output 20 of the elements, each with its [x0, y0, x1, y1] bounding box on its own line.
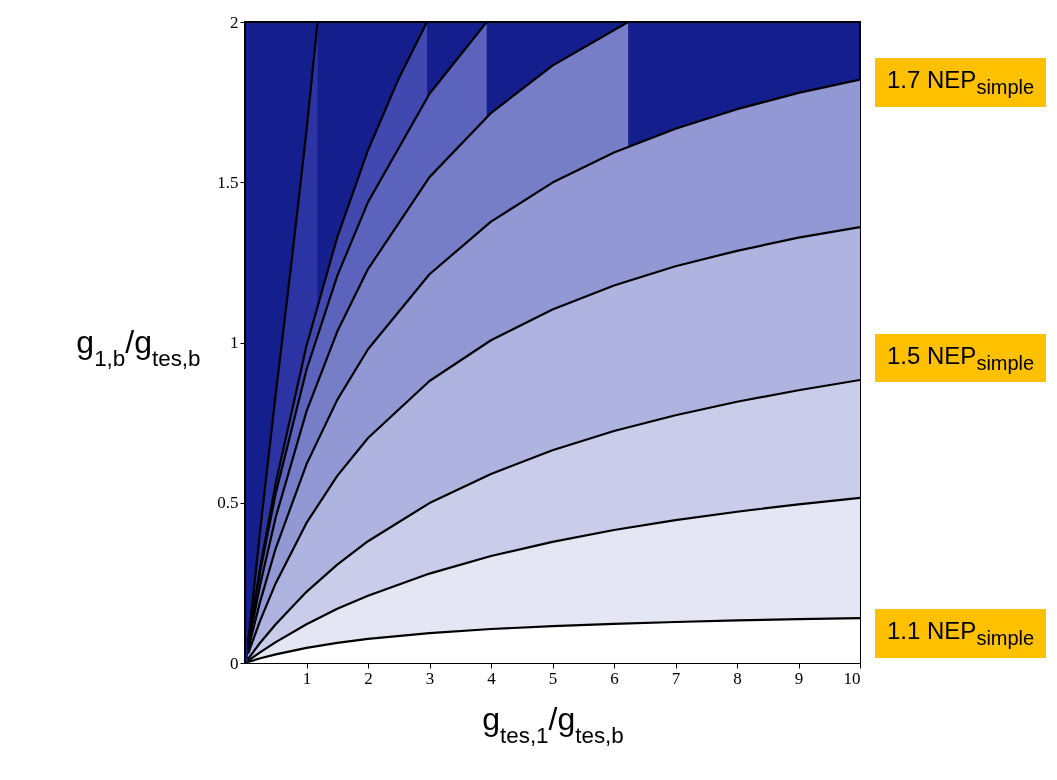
x-tick-label: 3	[425, 668, 435, 688]
x-tick-label: 4	[487, 668, 497, 688]
x-tick-label: 9	[794, 668, 804, 688]
y-tick-label: 0.5	[217, 493, 239, 513]
text: 1.1 NEP$_{simple}$	[875, 609, 1047, 658]
y-tick-label: 1.5	[217, 172, 239, 192]
y-tick-label: 1	[230, 333, 239, 352]
y-axis-title: g$_{1,b}$/g$_{tes,b}$	[76, 323, 201, 370]
x-tick-label: 6	[610, 668, 619, 688]
text: 1.5 NEP$_{simple}$	[875, 333, 1047, 383]
x-tick-label: 7	[671, 668, 681, 688]
text: 1.7 NEP$_{simple}$	[875, 58, 1047, 107]
x-tick-label: 10	[843, 668, 861, 688]
x-tick-label: 1	[302, 668, 312, 688]
y-tick-label: 0	[230, 653, 239, 673]
y-tick-label: 2	[230, 12, 239, 32]
x-axis-title: g$_{tes,1}$/g$_{tes,b}$	[482, 700, 624, 747]
x-tick-label: 8	[733, 668, 742, 688]
x-tick-label: 5	[548, 668, 558, 688]
x-tick-label: 2	[364, 668, 373, 688]
